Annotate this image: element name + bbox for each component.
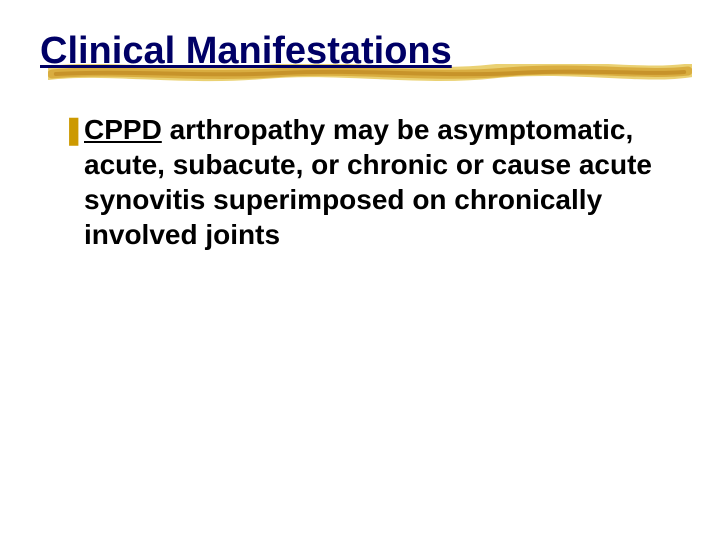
- slide: Clinical Manifestations ❚ CPPD arthropat…: [0, 0, 720, 540]
- bullet-underlined-lead: CPPD: [84, 114, 162, 145]
- bullet-item: ❚ CPPD arthropathy may be asymptomatic, …: [62, 112, 680, 252]
- slide-title: Clinical Manifestations: [40, 30, 680, 74]
- bullet-glyph-icon: ❚: [62, 112, 84, 147]
- body-content: ❚ CPPD arthropathy may be asymptomatic, …: [40, 112, 680, 252]
- title-block: Clinical Manifestations: [40, 30, 680, 74]
- bullet-rest: arthropathy may be asymptomatic, acute, …: [84, 114, 652, 250]
- bullet-text: CPPD arthropathy may be asymptomatic, ac…: [84, 112, 664, 252]
